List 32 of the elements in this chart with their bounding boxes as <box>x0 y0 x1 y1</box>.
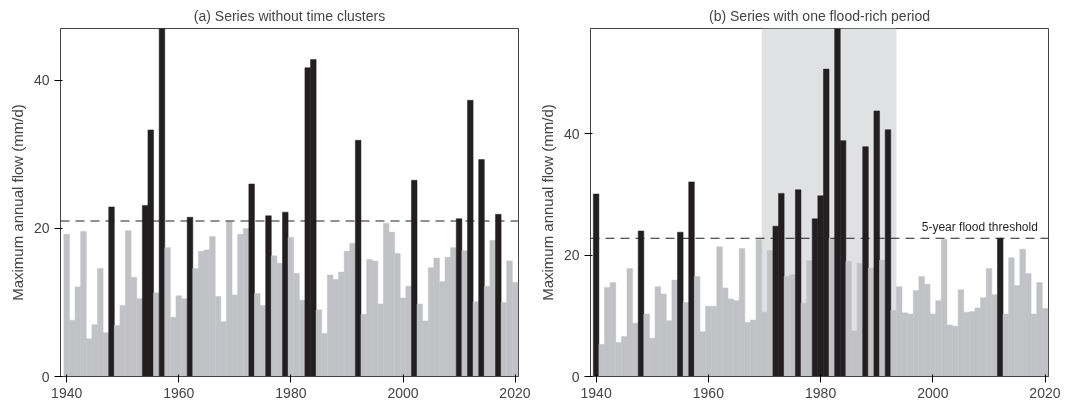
x-tick-label: 1940 <box>580 384 612 401</box>
y-tick-label: 0 <box>41 368 50 385</box>
bar <box>461 250 468 377</box>
x-tick-label: 2020 <box>1029 384 1061 401</box>
bar <box>472 301 479 377</box>
x-tick-label: 1960 <box>692 384 725 401</box>
chart-title: (a) Series without time clusters <box>193 7 386 24</box>
bar <box>879 259 886 377</box>
y-tick-label: 20 <box>33 220 50 237</box>
bar <box>63 234 70 377</box>
y-tick-label: 0 <box>571 368 580 385</box>
y-axis-title: Maximum annual flow (mm/d) <box>538 104 556 301</box>
chart-title: (b) Series with one flood-rich period <box>709 7 930 24</box>
x-tick-label: 2000 <box>917 384 949 401</box>
y-tick-label: 20 <box>563 247 580 264</box>
bar <box>694 276 701 377</box>
x-tick-label: 1980 <box>805 384 837 401</box>
x-tick-label: 1980 <box>275 384 307 401</box>
bar <box>164 247 171 377</box>
y-tick-label: 40 <box>563 125 580 142</box>
x-tick-label: 1960 <box>163 384 195 401</box>
ref-line-label: 5-year flood threshold <box>921 220 1038 235</box>
x-tick-label: 2020 <box>499 384 531 401</box>
bar <box>682 302 689 377</box>
bar <box>828 238 835 377</box>
y-tick-label: 40 <box>33 72 50 89</box>
x-tick-label: 1940 <box>51 384 83 401</box>
bar <box>845 261 852 377</box>
bar <box>643 313 650 377</box>
bar <box>153 292 160 377</box>
y-axis-title: Maximum annual flow (mm/d) <box>8 104 26 301</box>
x-tick-label: 2000 <box>387 384 419 401</box>
